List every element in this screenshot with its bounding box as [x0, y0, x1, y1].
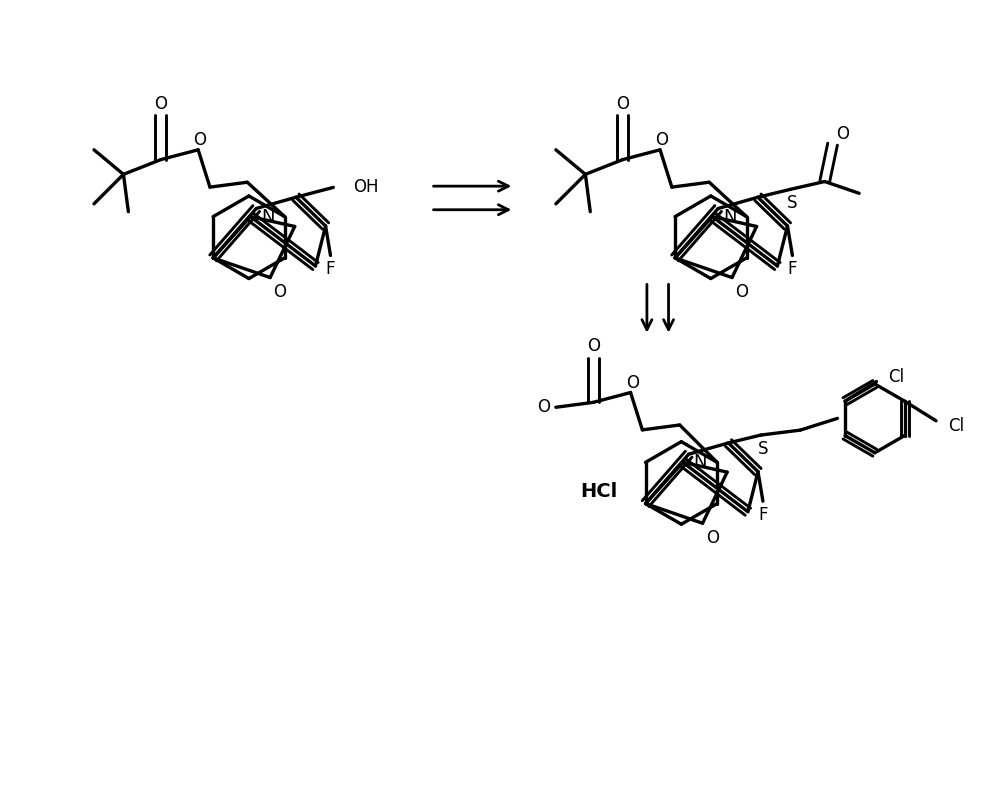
Text: F: F: [787, 260, 797, 279]
Text: O: O: [655, 131, 668, 149]
Text: O: O: [706, 529, 719, 547]
Text: OH: OH: [353, 178, 379, 196]
Text: O: O: [626, 374, 639, 391]
Text: O: O: [537, 398, 550, 417]
Text: HCl: HCl: [580, 482, 617, 501]
Text: F: F: [758, 506, 767, 524]
Text: N: N: [723, 208, 736, 226]
Text: O: O: [194, 131, 207, 149]
Text: Cl: Cl: [948, 417, 964, 435]
Text: Cl: Cl: [888, 368, 904, 386]
Text: O: O: [586, 338, 599, 355]
Text: O: O: [836, 125, 849, 144]
Text: N: N: [693, 454, 707, 471]
Text: S: S: [757, 439, 768, 458]
Text: O: O: [274, 283, 287, 301]
Text: F: F: [326, 260, 336, 279]
Text: N: N: [261, 208, 275, 226]
Text: O: O: [616, 95, 629, 113]
Text: O: O: [735, 283, 748, 301]
Text: O: O: [154, 95, 167, 113]
Text: S: S: [787, 194, 797, 212]
